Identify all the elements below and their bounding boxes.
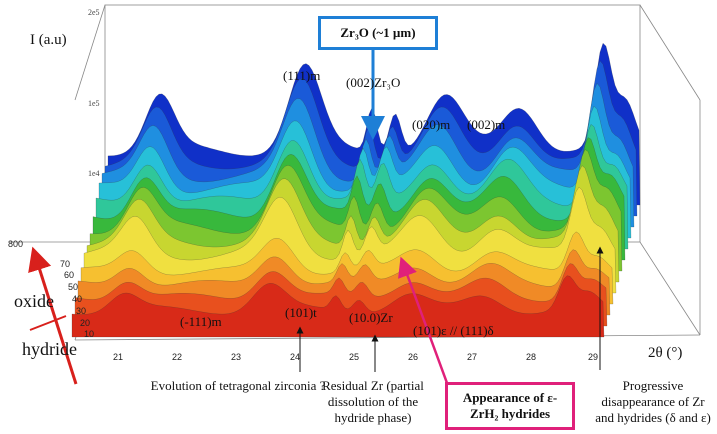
- peak-label: (111)m: [283, 68, 321, 83]
- side-label: oxide: [14, 291, 54, 311]
- y-tick: 40: [72, 294, 83, 304]
- peak-label: (101)t: [285, 305, 317, 320]
- peak-label: (002)Zr₃O: [346, 75, 401, 90]
- callout-box: Appearance of ε-ZrH₂ hydrides: [445, 382, 575, 430]
- x-axis-label: 2θ (°): [648, 345, 683, 361]
- y-tick: 50: [68, 282, 79, 292]
- arrow: [28, 246, 78, 385]
- peak-label: (101)ε // (111)δ: [413, 323, 494, 338]
- y-tick: 60: [64, 270, 75, 280]
- z-tick: 2e5: [88, 8, 100, 17]
- x-tick: 21: [113, 352, 124, 362]
- peak-label: (10.0)Zr: [349, 310, 393, 325]
- note: Residual Zr (partial dissolution of the …: [322, 378, 424, 425]
- x-tick: 23: [231, 352, 242, 362]
- peak-label: (-111)m: [180, 314, 222, 329]
- y-tick: 30: [76, 306, 87, 316]
- x-tick: 25: [349, 352, 360, 362]
- y-tick: 20: [80, 318, 91, 328]
- y-tick: 10: [84, 329, 95, 339]
- peak-label: (002)m: [467, 117, 506, 132]
- y-tick: 800: [8, 239, 24, 249]
- x-tick: 29: [588, 352, 599, 362]
- peak-label: (020)m: [412, 117, 451, 132]
- z-axis-label: I (a.u): [30, 32, 67, 48]
- divider: [29, 315, 67, 331]
- ridge: [71, 275, 605, 338]
- z-tick: 1e5: [88, 99, 100, 108]
- z-tick: 1e4: [88, 169, 100, 178]
- arrow: [398, 256, 449, 384]
- note: Evolution of tetragonal zirconia ?: [150, 378, 326, 393]
- side-label: hydride: [22, 339, 77, 359]
- y-tick: 70: [60, 259, 71, 269]
- x-tick: 24: [290, 352, 301, 362]
- callout-box: Zr₃O (~1 µm): [318, 16, 438, 50]
- x-tick: 22: [172, 352, 183, 362]
- surface-ridges: [71, 42, 641, 338]
- note: Progressive disappearance of Zr and hydr…: [595, 378, 711, 425]
- x-tick: 26: [408, 352, 419, 362]
- x-tick: 27: [467, 352, 478, 362]
- x-tick: 28: [526, 352, 537, 362]
